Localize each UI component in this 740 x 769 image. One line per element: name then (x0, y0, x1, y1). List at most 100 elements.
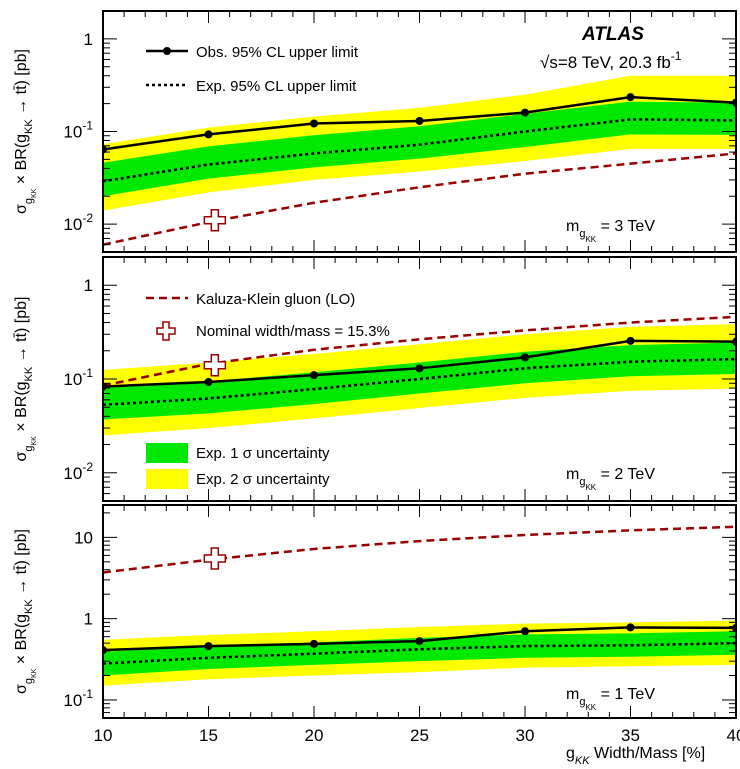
y-title-mid: × BR(g (13, 134, 30, 189)
observed-point (415, 364, 424, 373)
legend-panel-2: Kaluza-Klein gluon (LO) Nominal width/ma… (146, 291, 390, 489)
panel-3-label-m: m (566, 686, 579, 703)
observed-point (204, 377, 213, 386)
y-tick-label-base: 10 (63, 464, 82, 483)
observed-point (310, 371, 318, 380)
x-tick-label: 25 (410, 726, 429, 745)
legend-theory-label: Kaluza-Klein gluon (LO) (196, 291, 355, 308)
panel-1-label-kk: KK (585, 235, 596, 244)
observed-point (626, 623, 635, 632)
y-tick-label: 1 (84, 610, 93, 629)
y-tick-label-exp: -2 (82, 211, 93, 225)
y-title-sub: g (23, 198, 35, 204)
legend-band2-swatch (146, 469, 188, 489)
y-title-sigma: σ (13, 204, 30, 214)
observed-point (310, 119, 318, 128)
nominal-width-marker (203, 209, 227, 232)
y-tick-label: 1 (84, 276, 93, 295)
y-title-sigma: σ (13, 451, 30, 461)
legend-panel-1: Obs. 95% CL upper limit Exp. 95% CL uppe… (146, 44, 359, 95)
y-title-mid: × BR(g (13, 614, 30, 669)
y-tick-label-base: 10 (63, 691, 82, 710)
y-tick-label-exp: -1 (82, 119, 93, 133)
nominal-width-marker (203, 354, 227, 377)
panel-1-label-g: g (579, 228, 585, 240)
panel-3-label-kk: KK (585, 703, 596, 712)
panel-1: 10-210-11 (63, 10, 737, 253)
band-1sigma (103, 631, 736, 676)
x-tick-label: 10 (94, 726, 113, 745)
y-title-sigma: σ (13, 684, 30, 694)
y-tick-label-exp: -1 (82, 687, 93, 701)
x-tick-label: 35 (621, 726, 640, 745)
y-title-end: → tt̄) [pb] (13, 49, 30, 119)
observed-point (415, 637, 424, 646)
panel-3: 10-111010152025303540 (63, 504, 740, 745)
x-tick-label: 20 (305, 726, 324, 745)
y-tick-label-exp: -2 (82, 460, 93, 474)
y-title-sub: g (23, 445, 35, 451)
panel-2-label-value: = 2 TeV (596, 466, 655, 483)
x-tick-label: 15 (199, 726, 218, 745)
legend-nominal-marker (156, 321, 176, 341)
y-tick-label: 10 (74, 528, 93, 547)
panel-2-label-m: m (566, 466, 579, 483)
observed-point (626, 336, 635, 345)
y-tick-label: 10-1 (63, 119, 93, 142)
band-1sigma (103, 342, 736, 420)
y-axis-title: σgKK × BR(gKK → tt̄) [pb] (13, 49, 38, 214)
y-tick-label: 10-1 (63, 687, 93, 710)
y-title-end: → tt̄) [pb] (13, 297, 30, 367)
y-tick-label: 10-2 (63, 211, 93, 234)
y-axis-titles: σgKK × BR(gKK → tt̄) [pb]σgKK × BR(gKK →… (13, 49, 38, 694)
y-tick-label-base: 1 (84, 610, 93, 629)
y-title-subsub: KK (31, 188, 38, 198)
y-tick-label-base: 10 (63, 215, 82, 234)
expected-line (103, 357, 736, 407)
experiment-label: ATLAS (581, 24, 644, 45)
legend-band1-label: Exp. 1 σ uncertainty (196, 445, 330, 462)
panel-3-label-value: = 1 TeV (596, 686, 655, 703)
x-tick-label: 30 (516, 726, 535, 745)
observed-point (310, 639, 318, 648)
observed-point (521, 353, 529, 362)
y-tick-label-exp: -1 (82, 366, 93, 380)
panel-2-label: mgKK = 2 TeV (566, 466, 655, 492)
panel-1-label-value: = 3 TeV (596, 218, 655, 235)
y-title-sub: g (23, 678, 35, 684)
panel-1-label-m: m (566, 218, 579, 235)
legend-nominal-label: Nominal width/mass = 15.3% (196, 323, 390, 340)
y-tick-label-base: 10 (74, 528, 93, 547)
legend-band1-swatch (146, 443, 188, 463)
y-tick-label-base: 1 (84, 276, 93, 295)
x-axis-title-g: g (566, 745, 575, 762)
nominal-width-marker (203, 547, 227, 570)
x-axis-title-sub: KK (575, 755, 590, 767)
y-axis-title: σgKK × BR(gKK → tt̄) [pb] (13, 297, 38, 462)
observed-point (521, 627, 529, 636)
legend-exp-label: Exp. 95% CL upper limit (196, 78, 357, 95)
legend-obs-label: Obs. 95% CL upper limit (196, 44, 359, 61)
observed-point (626, 93, 635, 102)
y-tick-label: 10-2 (63, 460, 93, 483)
legend-band2-label: Exp. 2 σ uncertainty (196, 471, 330, 488)
y-tick-label-base: 10 (63, 123, 82, 142)
x-tick-label: 40 (727, 726, 740, 745)
legend-obs-marker (163, 47, 171, 55)
energy-lumi-label: √s=8 TeV, 20.3 fb-1 (540, 49, 682, 72)
energy-label: √s=8 TeV, 20.3 fb (540, 53, 671, 72)
panel-2: 10-210-11 (63, 256, 737, 502)
y-title-subsub: KK (31, 436, 38, 446)
y-title-mid-sub: KK (23, 599, 35, 614)
panel-3-label-g: g (579, 696, 585, 708)
y-tick-label-base: 10 (63, 370, 82, 389)
theory-line (103, 525, 736, 574)
panel-2-label-g: g (579, 476, 585, 488)
y-title-subsub: KK (31, 668, 38, 678)
observed-point (415, 116, 424, 125)
observed-point (204, 642, 213, 651)
expected-line (103, 118, 736, 183)
y-tick-label: 1 (84, 30, 93, 49)
y-title-mid-sub: KK (23, 366, 35, 381)
